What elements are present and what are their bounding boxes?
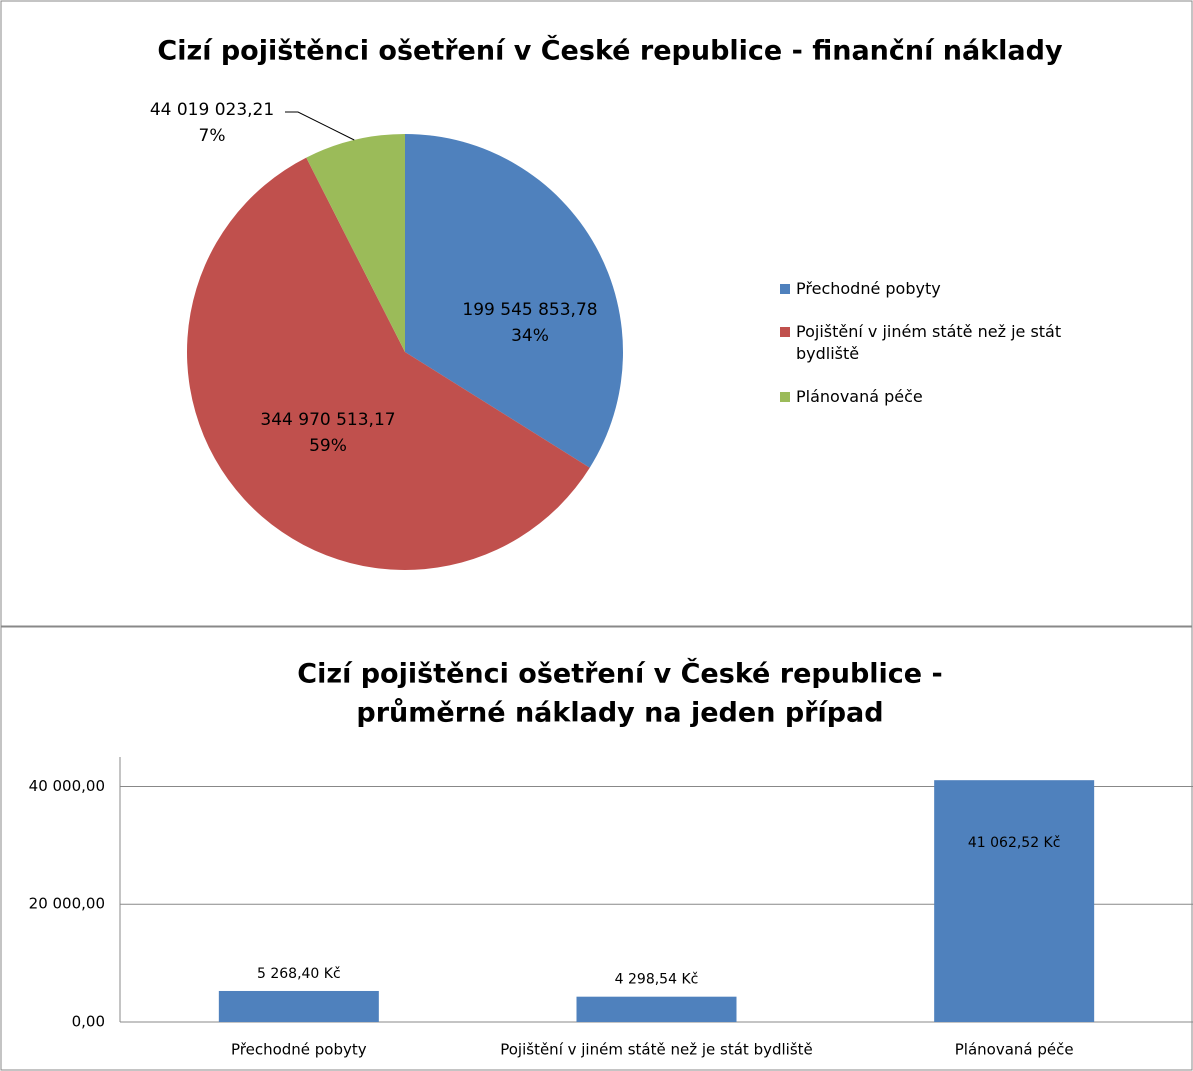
data-label: 344 970 513,17: [260, 410, 395, 430]
pie-title: Cizí pojištěnci ošetření v České republi…: [157, 35, 1063, 67]
x-tick-label: Plánovaná péče: [955, 1041, 1074, 1059]
percent-label: 34%: [511, 326, 549, 346]
legend-item: Pojištění v jiném státě než je stát bydl…: [780, 321, 1070, 365]
legend-swatch: [780, 392, 790, 402]
pie-slice: [186, 157, 590, 570]
legend-label: Pojištění v jiném státě než je stát bydl…: [796, 322, 1062, 363]
bar: [576, 996, 737, 1022]
bar-title: Cizí pojištěnci ošetření v České republi…: [297, 658, 942, 690]
legend-swatch: [780, 284, 790, 294]
data-label: 41 062,52 Kč: [968, 835, 1061, 851]
pie-slice: [405, 134, 623, 468]
x-tick-label: Pojištění v jiném státě než je stát bydl…: [500, 1041, 813, 1059]
percent-label: 59%: [309, 436, 347, 456]
y-tick-label: 20 000,00: [29, 895, 105, 913]
data-label: 199 545 853,78: [462, 300, 597, 320]
legend-label: Přechodné pobyty: [796, 279, 941, 298]
x-tick-label: Přechodné pobyty: [231, 1041, 367, 1059]
bar-frame: [0, 626, 1193, 1071]
percent-label: 7%: [199, 126, 226, 146]
data-label: 5 268,40 Kč: [257, 966, 341, 982]
legend-item: Plánovaná péče: [780, 386, 1070, 408]
pie-frame: [0, 0, 1193, 627]
data-label: 4 298,54 Kč: [615, 972, 699, 988]
pie-slice: [306, 134, 405, 352]
legend-label: Plánovaná péče: [796, 387, 923, 406]
bar: [934, 780, 1095, 1022]
legend-item: Přechodné pobyty: [780, 278, 1070, 300]
bar-title: průměrné náklady na jeden případ: [356, 698, 883, 729]
leader-line: [285, 111, 355, 141]
y-tick-label: 40 000,00: [29, 777, 105, 795]
y-tick-label: 0,00: [72, 1013, 105, 1031]
legend-swatch: [780, 327, 790, 337]
data-label: 44 019 023,21: [150, 100, 274, 120]
bar: [218, 990, 379, 1022]
legend: Přechodné pobyty Pojištění v jiném státě …: [780, 278, 1070, 429]
